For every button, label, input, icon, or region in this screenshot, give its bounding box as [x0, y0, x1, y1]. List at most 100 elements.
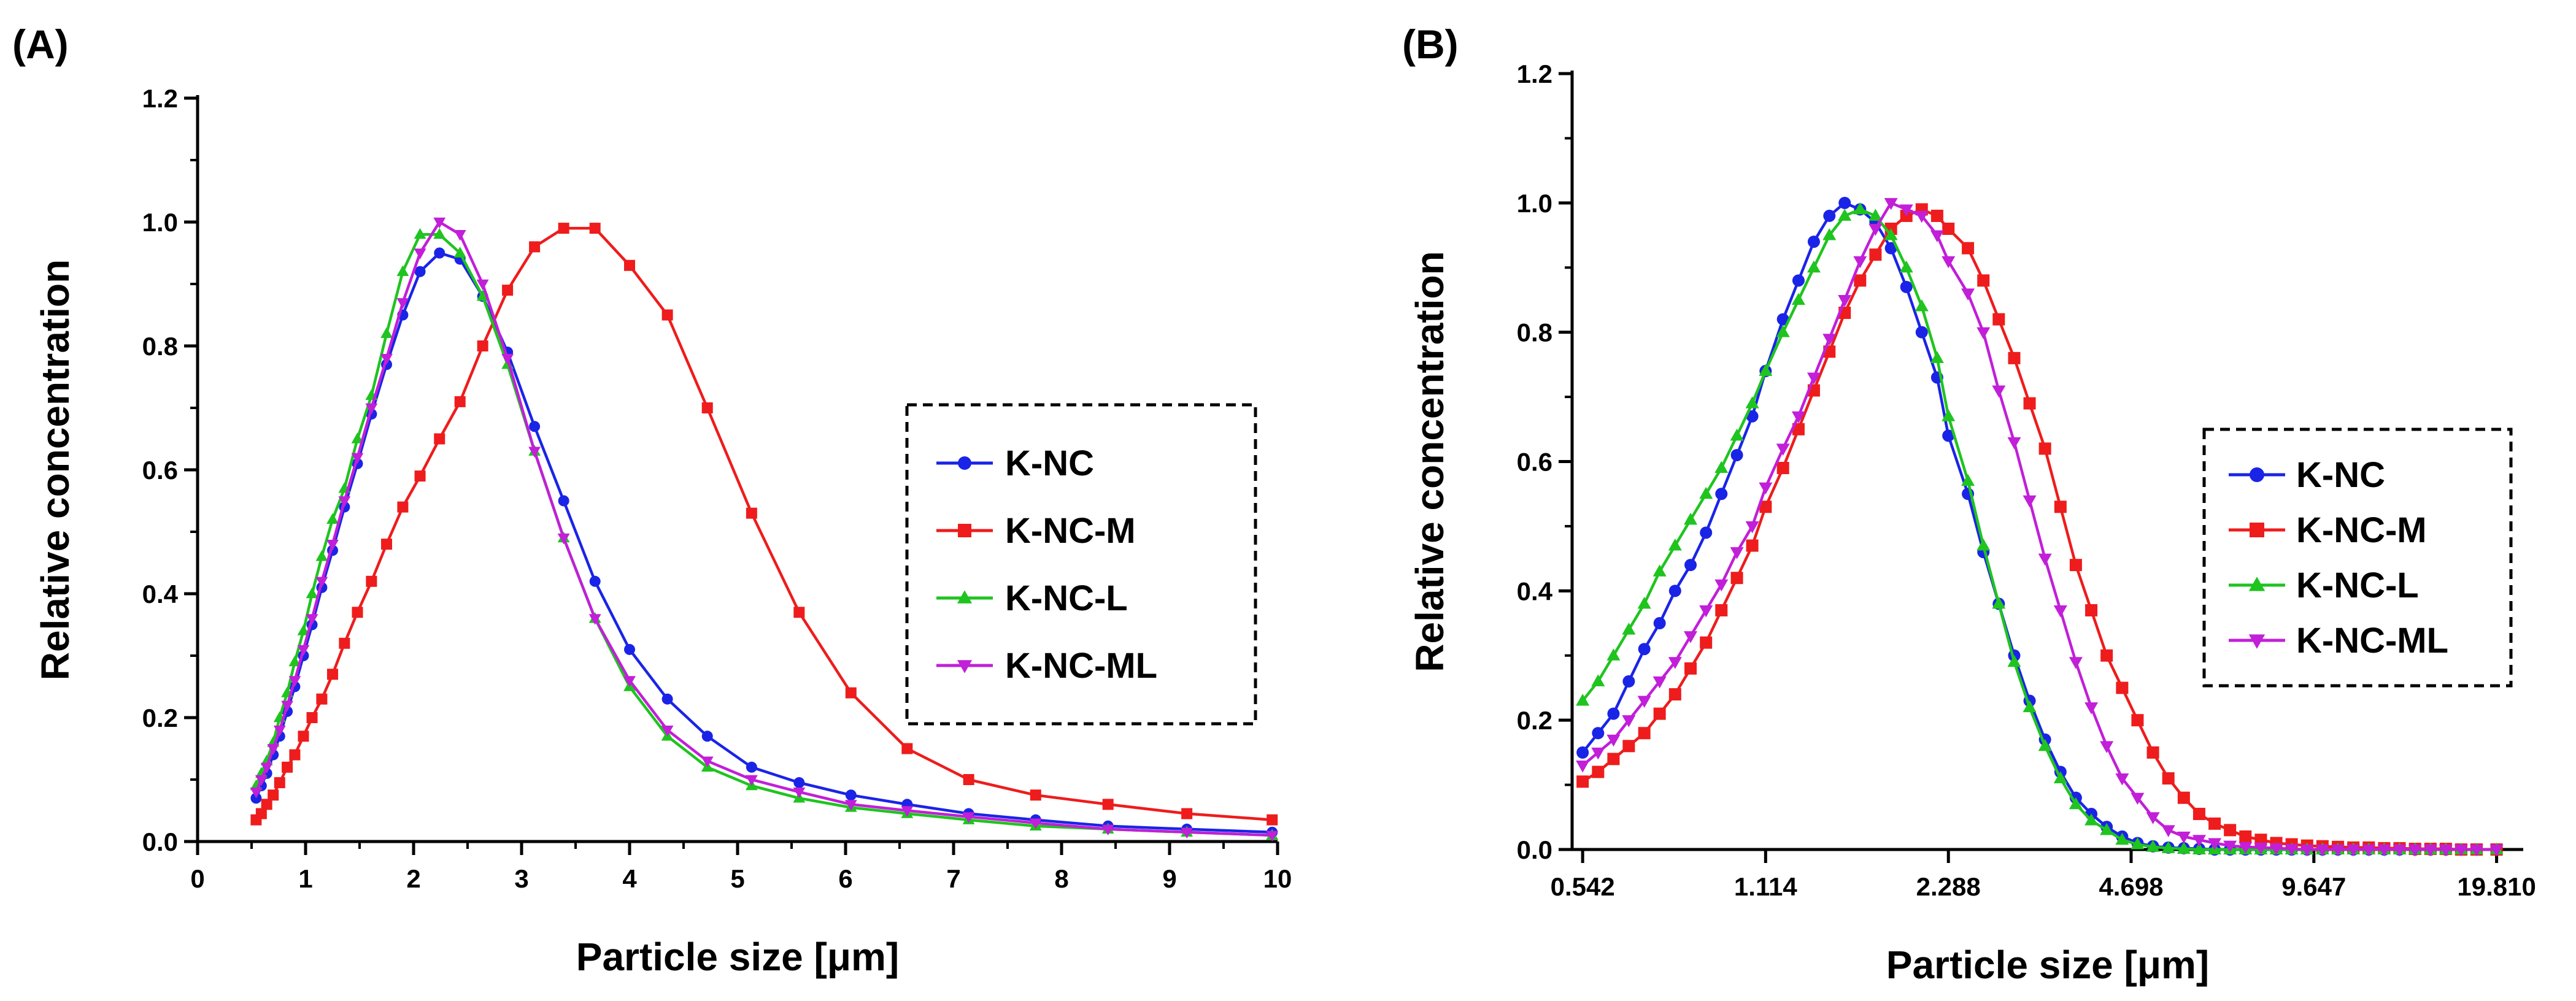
data-point-k-nc-ml — [1961, 288, 1975, 301]
data-point-k-nc-l — [1652, 564, 1667, 577]
data-point-k-nc-m — [1267, 814, 1278, 826]
data-point-k-nc-ml — [2315, 845, 2329, 857]
data-point-k-nc-ml — [255, 775, 268, 786]
data-point-k-nc-l — [2100, 823, 2114, 835]
y-tick-label: 1.2 — [142, 84, 178, 113]
legend-label: K-NC — [2296, 455, 2385, 495]
data-point-k-nc-l — [1622, 623, 1636, 635]
data-point-k-nc-ml — [2269, 843, 2283, 856]
data-point-k-nc-ml — [288, 676, 301, 687]
data-point-k-nc-ml — [2254, 842, 2268, 855]
data-point-k-nc-l — [1930, 351, 1944, 363]
panel-label: (B) — [1402, 21, 1459, 67]
data-point-k-nc-ml — [326, 540, 339, 551]
data-point-k-nc — [1823, 209, 1836, 222]
data-point-k-nc-ml — [2069, 657, 2083, 669]
data-point-k-nc-m — [701, 402, 713, 413]
legend-label: K-NC — [1005, 443, 1094, 483]
y-axis-title: Relative concentration — [33, 259, 77, 680]
data-point-k-nc-m — [1181, 808, 1193, 819]
data-point-k-nc-l — [2084, 813, 2099, 826]
data-point-k-nc-ml — [2423, 845, 2437, 857]
data-point-k-nc-m — [352, 607, 363, 618]
data-point-k-nc-m — [661, 309, 673, 321]
data-point-k-nc-ml — [1853, 256, 1867, 269]
data-point-k-nc-m — [1653, 707, 1666, 720]
data-point-k-nc-m — [2023, 397, 2036, 410]
data-point-k-nc-m — [1977, 274, 1990, 287]
data-point-k-nc-m — [558, 223, 569, 234]
data-point-k-nc-m — [2131, 714, 2144, 727]
y-tick-label: 1.0 — [142, 208, 178, 237]
legend-label: K-NC-ML — [2296, 621, 2448, 661]
data-point-k-nc — [1730, 448, 1743, 461]
data-point-k-nc-m — [1030, 789, 1041, 801]
data-point-k-nc-m — [529, 241, 541, 253]
data-point-k-nc-l — [1992, 596, 2006, 609]
legend-marker — [957, 660, 973, 673]
data-point-k-nc-ml — [306, 614, 318, 625]
x-tick-label: 2 — [406, 864, 420, 893]
data-point-k-nc — [589, 575, 601, 587]
data-point-k-nc-m — [289, 749, 301, 761]
data-point-k-nc-ml — [1776, 443, 1790, 456]
data-point-k-nc-m — [746, 507, 757, 519]
data-point-k-nc-ml — [2362, 845, 2376, 857]
data-point-k-nc-ml — [1930, 230, 1944, 243]
data-point-k-nc-l — [2053, 771, 2067, 784]
data-point-k-nc-m — [2100, 649, 2113, 662]
data-point-k-nc-ml — [2192, 835, 2206, 847]
x-tick-label: 1 — [298, 864, 312, 893]
data-point-k-nc-m — [1715, 604, 1728, 616]
data-point-k-nc-l — [306, 587, 318, 599]
data-point-k-nc-ml — [260, 762, 273, 774]
data-point-k-nc-m — [1638, 727, 1651, 740]
data-point-k-nc — [558, 495, 569, 507]
y-tick-label: 0.0 — [1517, 835, 1552, 864]
data-point-k-nc-m — [1102, 799, 1114, 810]
data-point-k-nc — [1622, 675, 1635, 688]
x-tick-label: 7 — [946, 864, 960, 893]
data-point-k-nc-ml — [1745, 521, 1759, 534]
y-axis-title: Relative concentration — [1408, 251, 1452, 672]
data-point-k-nc-ml — [844, 800, 857, 811]
data-point-k-nc — [1915, 326, 1928, 339]
data-point-k-nc-m — [1700, 636, 1713, 649]
data-point-k-nc-ml — [1915, 210, 1929, 223]
data-point-k-nc-ml — [1884, 198, 1898, 210]
data-point-k-nc-m — [255, 808, 267, 819]
data-point-k-nc-m — [298, 731, 309, 742]
data-point-k-nc-m — [1576, 775, 1589, 788]
data-point-k-nc — [1838, 196, 1851, 209]
data-point-k-nc-ml — [2377, 845, 2391, 857]
data-point-k-nc-ml — [2146, 812, 2160, 824]
data-point-k-nc — [1607, 707, 1620, 720]
data-point-k-nc-m — [381, 539, 392, 550]
data-point-k-nc-l — [288, 655, 301, 667]
legend-marker — [957, 590, 973, 604]
data-point-k-nc-ml — [2084, 702, 2099, 715]
data-point-k-nc-l — [380, 327, 393, 338]
chart-panel-b: (B) 0.0 0.2 0.4 0.6 0.8 1.0 1.2 0.542 1.114 2.288 4… — [1402, 21, 2536, 987]
legend-label: K-NC-L — [1005, 578, 1128, 618]
series-line-k-nc-ml — [255, 220, 1273, 837]
data-point-k-nc-m — [963, 774, 974, 785]
data-point-k-nc-l — [326, 513, 339, 524]
data-point-k-nc-m — [366, 575, 377, 587]
data-point-k-nc-l — [2069, 797, 2083, 810]
data-point-k-nc — [1715, 488, 1728, 501]
data-point-k-nc-ml — [1868, 224, 1883, 236]
data-point-k-nc-m — [1792, 423, 1805, 435]
data-point-k-nc-l — [1884, 228, 1898, 240]
data-point-k-nc-l — [2177, 842, 2191, 854]
data-point-k-nc-ml — [1576, 760, 1590, 773]
data-point-k-nc-ml — [1992, 385, 2006, 398]
data-point-k-nc-ml — [315, 577, 328, 588]
x-tick-label: 5 — [730, 864, 744, 893]
data-point-k-nc-m — [2054, 501, 2067, 513]
data-point-k-nc-m — [2208, 817, 2221, 830]
x-axis-title: Particle size [μm] — [576, 935, 899, 979]
y-tick-label: 1.0 — [1517, 189, 1552, 218]
data-point-k-nc-m — [901, 743, 913, 754]
